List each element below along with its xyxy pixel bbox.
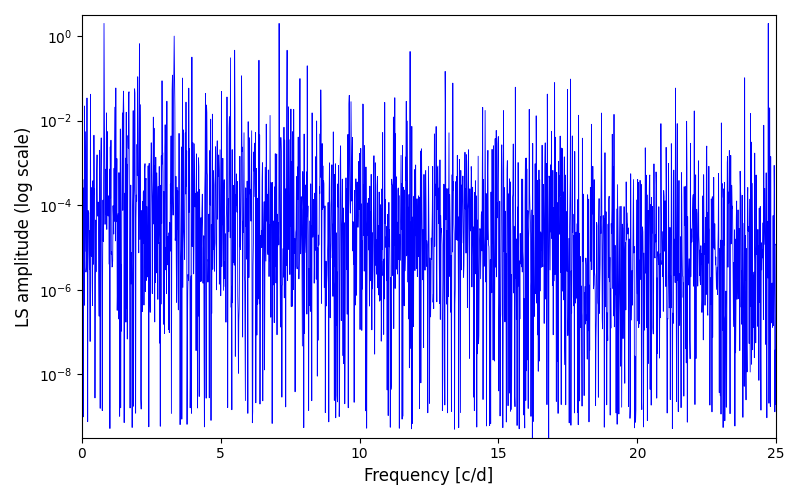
X-axis label: Frequency [c/d]: Frequency [c/d] — [364, 467, 494, 485]
Y-axis label: LS amplitude (log scale): LS amplitude (log scale) — [15, 126, 33, 326]
